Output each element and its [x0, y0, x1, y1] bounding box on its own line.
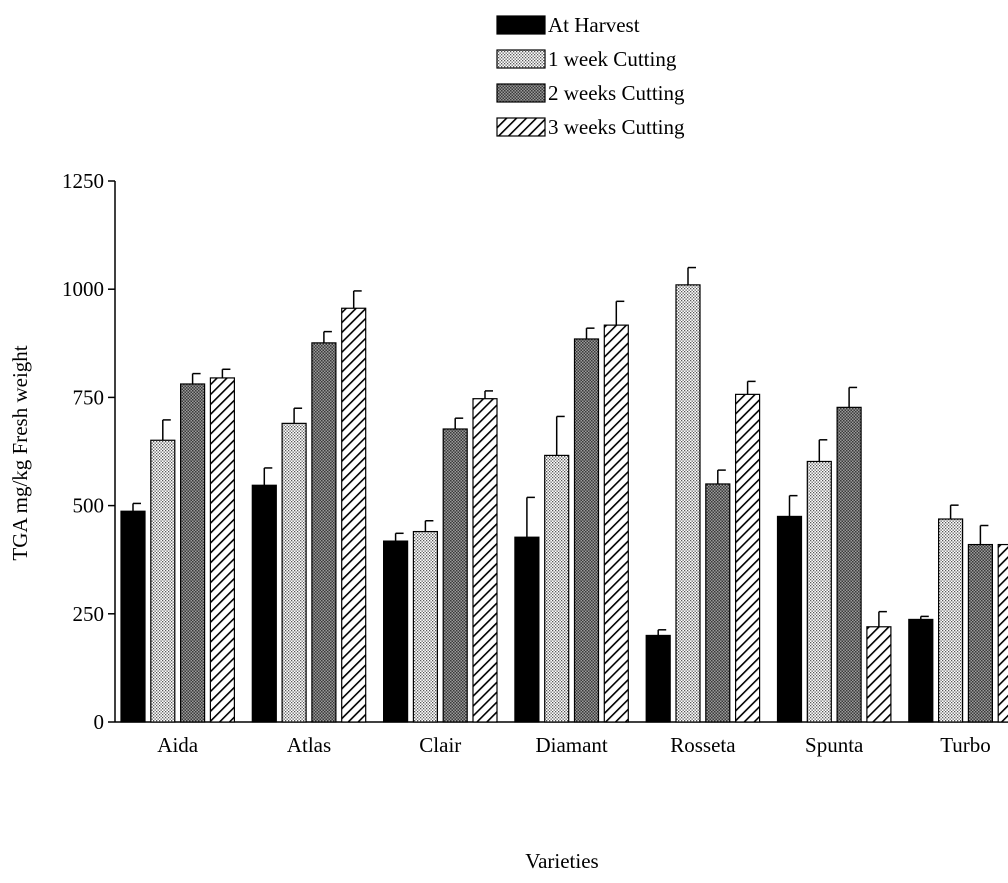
y-tick-label: 1250	[62, 169, 104, 193]
bar	[967, 543, 994, 723]
bar	[341, 307, 367, 723]
bar	[603, 324, 629, 723]
y-tick-label: 0	[94, 710, 105, 734]
bar	[675, 284, 701, 723]
x-tick-label: Atlas	[287, 733, 331, 757]
bar	[937, 518, 964, 723]
chart-bars	[120, 284, 1008, 723]
bar	[180, 383, 206, 723]
bar	[866, 626, 892, 723]
bar	[806, 460, 832, 723]
y-tick-label: 750	[73, 385, 105, 409]
bar	[776, 515, 803, 723]
legend-label: 3 weeks Cutting	[548, 115, 685, 139]
bar	[908, 618, 934, 723]
y-tick-label: 500	[73, 494, 105, 518]
legend-label: 2 weeks Cutting	[548, 81, 685, 105]
bar	[442, 428, 468, 723]
legend-label: At Harvest	[548, 13, 640, 37]
bar	[311, 342, 337, 723]
x-tick-label: Rosseta	[670, 733, 736, 757]
bar	[544, 454, 570, 723]
bar	[150, 439, 176, 723]
bar	[645, 634, 671, 723]
x-axis-label: Varieties	[525, 849, 598, 873]
bar	[412, 530, 438, 723]
bar	[997, 543, 1008, 723]
y-tick-label: 250	[73, 602, 105, 626]
bar	[734, 393, 761, 723]
x-tick-label: Spunta	[805, 733, 864, 757]
y-axis-label: TGA mg/kg Fresh weight	[8, 345, 32, 560]
bar	[705, 483, 731, 723]
bar	[514, 536, 540, 723]
error-bars	[132, 266, 989, 636]
bar	[573, 338, 600, 723]
bar	[836, 406, 862, 723]
x-tick-label: Turbo	[940, 733, 991, 757]
chart-legend: At Harvest 1 week Cutting 2 weeks Cutting 3…	[496, 13, 685, 139]
bar	[120, 510, 146, 723]
bar	[251, 484, 277, 723]
bar	[281, 422, 307, 723]
x-tick-label: Clair	[419, 733, 461, 757]
legend-swatch	[496, 83, 546, 103]
legend-swatch	[496, 15, 546, 35]
legend-label: 1 week Cutting	[548, 47, 677, 71]
legend-swatch	[496, 49, 546, 69]
bar	[383, 540, 409, 723]
bar	[472, 398, 498, 723]
x-tick-label: Aida	[157, 733, 199, 757]
bar	[209, 377, 235, 723]
legend-swatch	[496, 117, 546, 137]
chart-labels: TGA mg/kg Fresh weight Varieties	[8, 345, 599, 873]
x-tick-label: Diamant	[535, 733, 607, 757]
chart-axes: 0 250 500 750 1000 1250 Aida Atlas Clair Diamant R…	[62, 169, 1008, 757]
y-tick-label: 1000	[62, 277, 104, 301]
